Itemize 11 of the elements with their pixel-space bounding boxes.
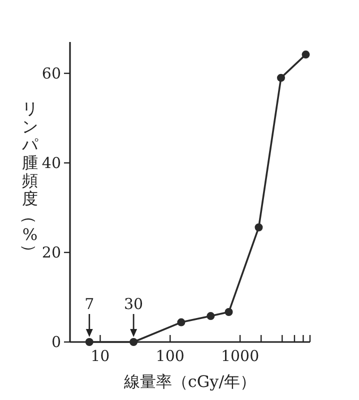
x-tick-label: 1000 [220,347,260,365]
text: リンパ腫頻度（%） [20,99,39,260]
y-tick-label: 60 [42,64,61,82]
x-tick-label: 100 [156,347,184,365]
y-tick-label: 40 [42,154,61,172]
x-tick-label: 10 [90,347,110,365]
annotation: 7 [84,295,94,313]
annotation: 30 [124,295,144,313]
x-axis-title: 線量率（cGy/年） [122,372,256,391]
y-tick-label: 20 [42,243,61,262]
y-tick-label: 0 [51,333,61,351]
